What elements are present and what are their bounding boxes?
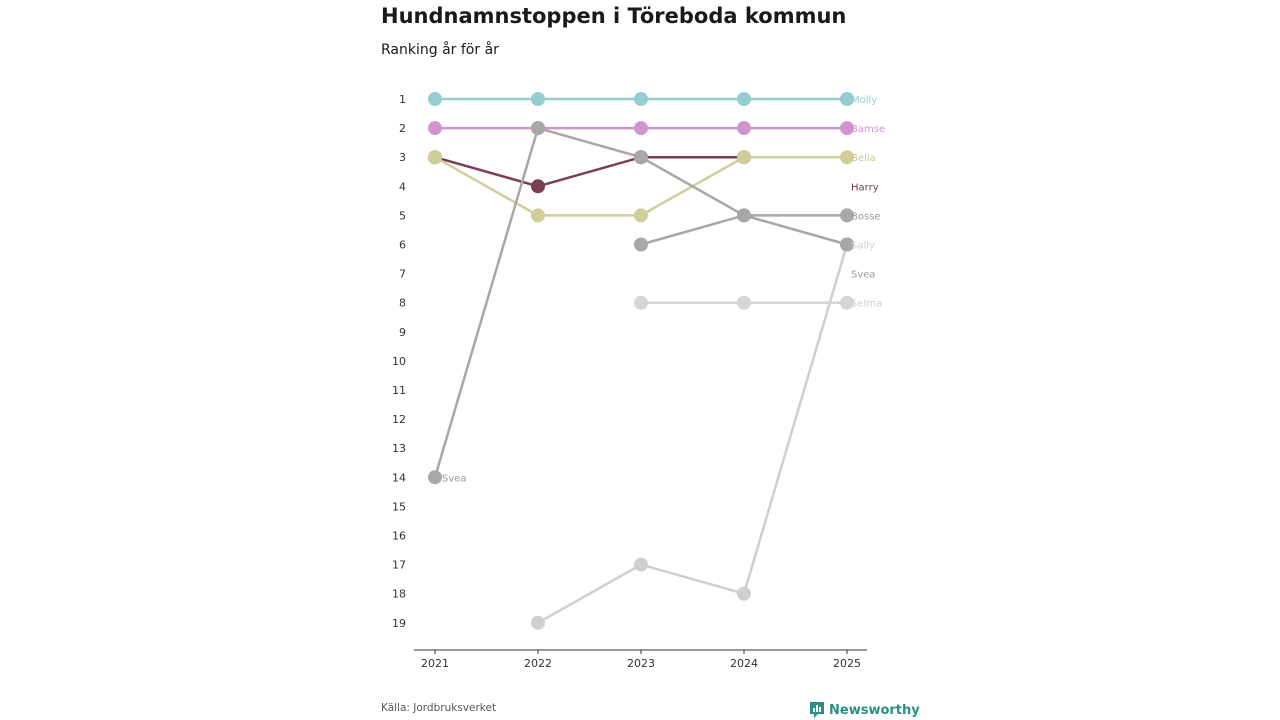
y-tick-label-10: 10 [392,355,406,368]
point-unnamed-8-2023 [634,237,648,252]
brand-name: Newsworthy [829,702,920,718]
x-tick-label-2023: 2023 [627,657,655,670]
y-tick-label-2: 2 [399,122,406,135]
end-label-selma: Selma [851,299,882,310]
end-label-molly: Molly [851,95,877,106]
source-note: Källa: Jordbruksverket [381,702,497,714]
y-tick-label-1: 1 [399,93,406,106]
point-bella-2021 [428,150,442,165]
y-tick-label-17: 17 [392,559,406,572]
point-bella-2025 [840,150,854,165]
y-tick-label-3: 3 [399,151,406,164]
y-tick-label-4: 4 [399,180,406,193]
y-tick-label-12: 12 [392,413,406,426]
point-selma-2023 [634,295,648,310]
y-tick-label-18: 18 [392,588,406,601]
chart-subtitle: Ranking år för år [381,42,499,58]
point-bella-2023 [634,208,648,223]
series-line-sally [537,244,849,624]
point-bamse-2023 [634,121,648,136]
y-tick-label-7: 7 [399,268,406,281]
point-bosse-2023 [634,150,648,165]
y-tick-label-13: 13 [392,442,406,455]
point-selma-2025 [840,295,854,310]
x-tick-label-2025: 2025 [833,657,861,670]
point-molly-2021 [428,92,442,106]
point-sally-2022 [531,615,545,630]
point-unnamed-8-2024 [737,208,751,223]
end-label-sally: Sally [851,241,875,252]
chart-title: Hundnamnstoppen i Töreboda kommun [381,4,847,28]
series-line-bosse [537,126,847,217]
series-line-bella [434,155,847,217]
point-svea-2022 [531,121,545,136]
newsworthy-logo-icon [810,702,824,718]
end-label-svea: Svea [851,270,876,281]
point-bosse-2025 [840,208,854,223]
y-tick-label-19: 19 [392,617,406,630]
series-line-harry [434,155,744,188]
point-bella-2022 [531,208,545,223]
x-tick-label-2021: 2021 [421,657,449,670]
point-label-svea-2021: Svea [442,473,467,484]
point-bamse-2021 [428,121,442,136]
x-tick-label-2022: 2022 [524,657,552,670]
x-tick-label-2024: 2024 [730,657,758,670]
point-unnamed-8-2025 [840,237,854,252]
end-label-bella: Bella [851,153,876,164]
y-tick-label-9: 9 [399,326,406,339]
point-svea-2021 [428,470,442,485]
end-label-harry: Harry [851,182,879,193]
point-bamse-2024 [737,121,751,136]
point-molly-2024 [737,92,751,106]
point-molly-2022 [531,92,545,106]
point-sally-2023 [634,557,648,572]
point-selma-2024 [737,295,751,310]
y-tick-label-15: 15 [392,500,406,513]
y-tick-label-16: 16 [392,530,406,543]
series-line-svea [433,127,540,478]
point-harry-2022 [531,179,545,194]
y-tick-label-5: 5 [399,209,406,222]
point-bamse-2025 [840,121,854,136]
end-label-bamse: Bamse [851,124,885,135]
y-tick-label-6: 6 [399,239,406,252]
y-tick-label-8: 8 [399,297,406,310]
point-molly-2023 [634,92,648,106]
point-sally-2024 [737,586,751,601]
brand-logo: Newsworthy [809,701,920,719]
y-tick-label-11: 11 [392,384,406,397]
end-label-bosse: Bosse [851,211,881,222]
y-tick-label-14: 14 [392,471,406,484]
point-molly-2025 [840,92,854,106]
point-bella-2024 [737,150,751,165]
